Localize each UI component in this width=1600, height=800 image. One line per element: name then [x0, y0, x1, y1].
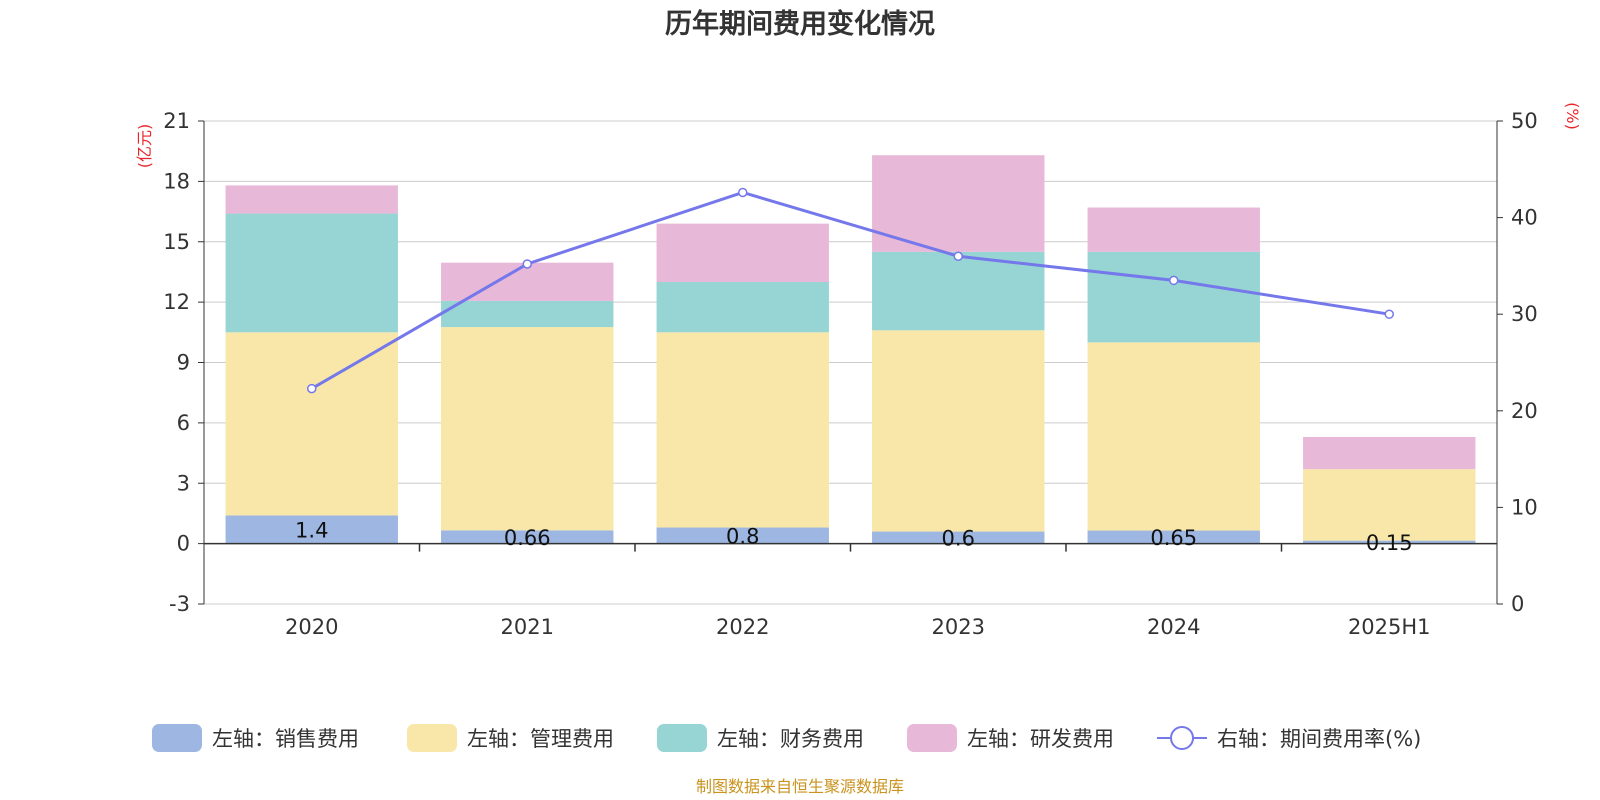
bar-segment — [225, 213, 398, 333]
x-axis-tick-label: 2025H1 — [1348, 615, 1431, 639]
data-label: 0.66 — [504, 526, 551, 550]
left-axis-tick-label: -3 — [169, 592, 190, 616]
left-axis-tick-label: 12 — [163, 290, 190, 314]
bar-segment — [225, 332, 398, 516]
legend-swatch — [407, 724, 457, 752]
left-axis-tick-label: 15 — [163, 230, 190, 254]
data-label: 0.8 — [726, 525, 759, 549]
rate-point — [522, 259, 532, 269]
bar-segment — [1087, 251, 1260, 343]
rate-point — [307, 383, 317, 394]
x-axis-tick-label: 2020 — [285, 615, 338, 639]
bar-segment — [441, 530, 614, 544]
data-label: 0.6 — [942, 527, 975, 551]
left-axis-tick-label: 9 — [177, 351, 190, 375]
x-axis-tick-label: 2024 — [1147, 615, 1200, 639]
data-label: 1.4 — [295, 519, 328, 543]
x-axis-tick-label: 2022 — [716, 615, 769, 639]
legend-label: 左轴：财务费用 — [717, 727, 864, 751]
legend-label: 右轴：期间费用率(%) — [1217, 727, 1421, 751]
legend-label: 左轴：研发费用 — [967, 727, 1114, 751]
left-axis-tick-label: 21 — [163, 109, 190, 133]
legend-swatch — [907, 724, 957, 752]
rate-point — [953, 251, 963, 261]
rate-point — [1169, 275, 1179, 286]
right-axis-tick-label: 0 — [1511, 592, 1524, 616]
chart-title: 历年期间费用变化情况 — [665, 8, 935, 40]
rate-point — [1384, 309, 1394, 319]
bar-segment — [441, 262, 614, 301]
bar-segment — [656, 332, 829, 528]
bar-segment — [656, 527, 829, 544]
legend-label: 左轴：管理费用 — [467, 727, 614, 751]
right-axis-tick-label: 40 — [1511, 206, 1538, 230]
legend: 左轴：销售费用 左轴：管理费用 左轴：财务费用 左轴：研发费用 右轴：期间费用率(%) — [152, 724, 1421, 752]
x-axis-tick-label: 2021 — [501, 615, 554, 639]
x-axis-tick-label: 2023 — [932, 615, 985, 639]
bar-segment — [1303, 436, 1476, 470]
legend-swatch — [657, 724, 707, 752]
bar-segment — [872, 155, 1045, 252]
bar-segment — [656, 282, 829, 333]
right-axis-unit: (%) — [1563, 102, 1582, 130]
left-axis-tick-label: 18 — [163, 169, 190, 193]
data-label: 0.65 — [1150, 526, 1197, 550]
left-axis-tick-label: 6 — [177, 411, 190, 435]
left-axis-tick-label: 0 — [177, 532, 190, 556]
right-axis-tick-label: 30 — [1511, 302, 1538, 326]
bar-segment — [225, 185, 398, 214]
right-axis-tick-label: 10 — [1511, 495, 1538, 519]
bar-segment — [441, 300, 614, 328]
bar-segment — [1087, 207, 1260, 252]
bar-segment — [225, 515, 398, 544]
bar-segment — [1087, 530, 1260, 544]
bar-segment — [872, 531, 1045, 544]
data-label: 0.15 — [1366, 531, 1413, 555]
line-series — [307, 187, 1394, 394]
axes: -3 0 3 6 9 12 15 18 21 0 10 20 30 40 50 2020 2021 2022 202… — [163, 109, 1537, 639]
left-axis-tick-label: 3 — [177, 471, 190, 495]
bar-segment — [872, 330, 1045, 532]
right-axis-tick-label: 50 — [1511, 109, 1538, 133]
bar-segment — [872, 251, 1045, 331]
rate-line — [310, 190, 1390, 390]
source-note: 制图数据来自恒生聚源数据库 — [696, 777, 904, 796]
right-axis-tick-label: 20 — [1511, 399, 1538, 423]
legend-circle-marker — [1170, 726, 1194, 750]
bar-segment — [1303, 469, 1476, 541]
data-labels: 1.4 0.66 0.8 0.6 0.65 0.15 — [295, 519, 1413, 556]
left-axis-unit: (亿元) — [135, 124, 154, 169]
bar-series — [225, 155, 1476, 544]
legend-swatch — [152, 724, 202, 752]
bar-segment — [1303, 540, 1476, 544]
bar-segment — [441, 327, 614, 531]
rate-point — [738, 187, 748, 198]
bar-segment — [656, 223, 829, 282]
legend-label: 左轴：销售费用 — [212, 727, 359, 751]
bar-segment — [1087, 342, 1260, 531]
